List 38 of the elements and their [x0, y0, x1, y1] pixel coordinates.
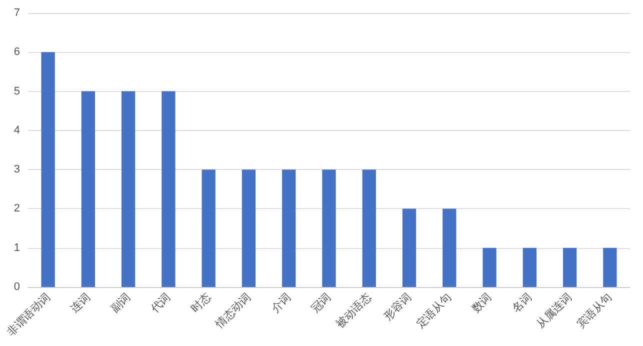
y-tick-label: 4	[14, 124, 20, 136]
x-tick-label: 被动语态	[333, 290, 374, 331]
x-tick-label: 数词	[469, 290, 494, 316]
x-tick-label: 冠词	[308, 290, 334, 316]
bar	[562, 248, 577, 287]
x-tick-label: 非谓语动词	[4, 290, 53, 338]
x-tick-label: 形容词	[381, 290, 414, 323]
x-tick-label: 从属连词	[534, 290, 574, 331]
bar	[242, 170, 256, 287]
y-tick-label: 6	[14, 46, 20, 58]
y-tick-label: 7	[14, 7, 20, 19]
x-tick-label: 情态动词	[212, 290, 254, 332]
x-tick-label: 名词	[510, 290, 534, 316]
y-tick-label: 1	[14, 242, 20, 254]
y-tick-label: 0	[14, 281, 20, 293]
y-tick-label: 5	[14, 85, 20, 98]
bar	[202, 170, 216, 287]
bar	[282, 170, 296, 287]
bar	[362, 170, 376, 287]
bar	[122, 91, 136, 287]
bar	[41, 52, 55, 287]
x-tick-label: 介词	[268, 290, 294, 316]
x-tick-label: 副词	[108, 290, 133, 316]
bar	[402, 208, 416, 287]
y-tick-label: 3	[14, 164, 20, 176]
bar	[442, 208, 456, 287]
x-tick-label: 宾语从句	[574, 290, 615, 331]
bar	[522, 248, 536, 287]
x-tick-label: 代词	[148, 290, 174, 316]
x-tick-label: 定语从句	[414, 290, 454, 331]
bar	[322, 170, 336, 287]
bar	[482, 248, 496, 287]
y-tick-label: 2	[14, 202, 20, 215]
x-tick-label: 连词	[68, 290, 93, 316]
bar	[81, 91, 96, 287]
x-tick-label: 时态	[188, 290, 214, 316]
bar	[162, 91, 176, 287]
bar	[603, 248, 617, 287]
